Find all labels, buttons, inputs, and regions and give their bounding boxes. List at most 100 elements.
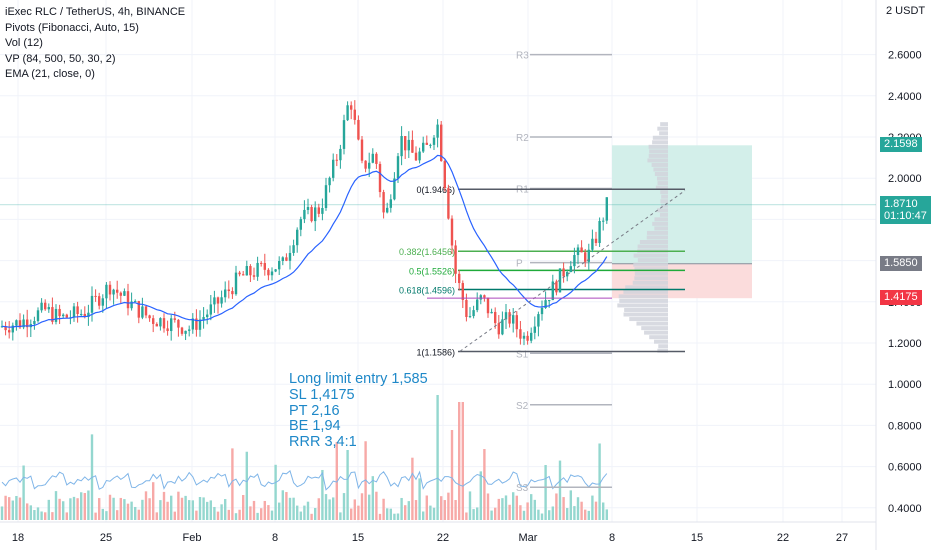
volume-bar xyxy=(353,499,356,520)
candle-body xyxy=(396,156,400,179)
candle-body xyxy=(332,159,335,178)
candle-body xyxy=(144,306,148,316)
candle-body xyxy=(468,316,472,318)
volume-bar xyxy=(508,504,511,520)
candle-body xyxy=(191,318,194,330)
volume-bar xyxy=(400,497,403,520)
candle-body xyxy=(137,301,140,318)
trend-dashed-line xyxy=(459,190,686,352)
legend-volume[interactable]: Vol (12) xyxy=(5,37,43,49)
legend-vp[interactable]: VP (84, 500, 50, 30, 2) xyxy=(5,52,116,65)
candle-body xyxy=(504,312,508,320)
candle-body xyxy=(562,268,565,277)
volume-bar xyxy=(216,511,220,520)
fib-label: 0.5(1.5526) xyxy=(409,266,455,276)
volume-bar xyxy=(519,505,522,520)
candle-body xyxy=(371,153,374,163)
position-zones xyxy=(612,145,752,299)
volume-bar xyxy=(497,498,500,520)
volume-bar xyxy=(123,499,126,520)
volume-bar xyxy=(231,448,234,520)
volume-bar xyxy=(119,497,122,520)
candle-body xyxy=(58,308,61,317)
volume-bar xyxy=(152,482,155,520)
time-tick-label: 18 xyxy=(12,532,24,544)
time-axis[interactable]: 18 25 Feb 8 15 22 Mar 8 15 22 27 xyxy=(12,532,848,544)
volume-bar xyxy=(303,505,306,520)
volume-bar xyxy=(530,494,533,520)
candle-body xyxy=(540,307,544,315)
volume-bar xyxy=(220,504,223,520)
legend-pivots[interactable]: Pivots (Fibonacci, Auto, 15) xyxy=(5,21,139,34)
candle-body xyxy=(270,271,274,276)
legend-ema[interactable]: EMA (21, close, 0) xyxy=(5,68,95,80)
candle-body xyxy=(569,266,572,273)
volume-bar xyxy=(576,497,580,520)
volume-bar xyxy=(368,494,371,520)
candle-body xyxy=(573,255,576,267)
volume-bar xyxy=(396,513,400,520)
volume-profile-bar xyxy=(654,217,668,222)
volume-bar xyxy=(537,509,540,520)
price-tick-label: 2.4000 xyxy=(888,91,922,103)
volume-profile-bar xyxy=(659,212,668,217)
price-axis[interactable]: 2.60002.40002.20002.00001.80001.60001.40… xyxy=(888,50,922,515)
currency-label[interactable]: 2 USDT xyxy=(886,5,926,17)
volume-bar xyxy=(375,491,378,520)
volume-bar xyxy=(270,510,274,520)
volume-bar xyxy=(72,496,76,520)
candle-body xyxy=(375,153,378,164)
volume-profile-bar xyxy=(646,230,668,235)
candle-body xyxy=(22,319,25,328)
volume-bar xyxy=(47,499,50,520)
candle-body xyxy=(310,207,313,222)
volume-bar xyxy=(94,512,97,520)
entry-price-badge: 1.5850 xyxy=(880,256,922,271)
volume-profile-bar xyxy=(660,122,668,127)
candle-body xyxy=(220,297,223,304)
fib-label: 0(1.9466) xyxy=(416,185,455,195)
current-price: 1.8710 xyxy=(884,198,918,210)
volume-bar xyxy=(605,509,608,520)
candle-body xyxy=(98,296,101,306)
price-tick-label: 2.0000 xyxy=(888,173,922,185)
candle-body xyxy=(36,310,40,322)
candle-body xyxy=(414,152,418,161)
volume-bar xyxy=(526,502,529,520)
candle-body xyxy=(314,207,317,222)
candle-body xyxy=(555,281,558,293)
volume-bar xyxy=(11,500,14,520)
candle-body xyxy=(360,139,364,161)
candle-body xyxy=(324,185,328,209)
time-tick-label: 22 xyxy=(437,532,449,544)
time-tick-label: 8 xyxy=(609,532,615,544)
volume-bar xyxy=(112,497,115,520)
candle-body xyxy=(598,220,601,243)
volume-profile-bar xyxy=(639,240,668,244)
legend-title[interactable]: iExec RLC / TetherUS, 4h, BINANCE xyxy=(5,6,186,18)
candles xyxy=(0,100,608,346)
volume-profile-bar xyxy=(634,267,668,272)
volume-bar xyxy=(267,505,270,520)
volume-bar xyxy=(274,464,277,520)
candle-body xyxy=(105,284,108,299)
volume-profile-bar xyxy=(646,235,668,240)
volume-bar xyxy=(580,501,583,520)
volume-profile-bar xyxy=(648,144,668,149)
volume-bar xyxy=(306,501,310,520)
candle-body xyxy=(202,317,205,320)
pivot-label: R2 xyxy=(516,133,529,144)
candle-body xyxy=(119,292,122,296)
candle-body xyxy=(123,291,126,296)
candle-body xyxy=(432,137,436,145)
note-be: BE 1,94 xyxy=(289,418,341,435)
time-tick-label: 15 xyxy=(352,532,364,544)
volume-bar xyxy=(238,509,241,520)
price-tick-label: 0.6000 xyxy=(888,462,922,474)
candle-body xyxy=(274,269,277,272)
volume-bar xyxy=(227,509,230,520)
volume-bar xyxy=(443,500,446,520)
candle-body xyxy=(299,219,302,230)
candle-body xyxy=(537,314,540,327)
